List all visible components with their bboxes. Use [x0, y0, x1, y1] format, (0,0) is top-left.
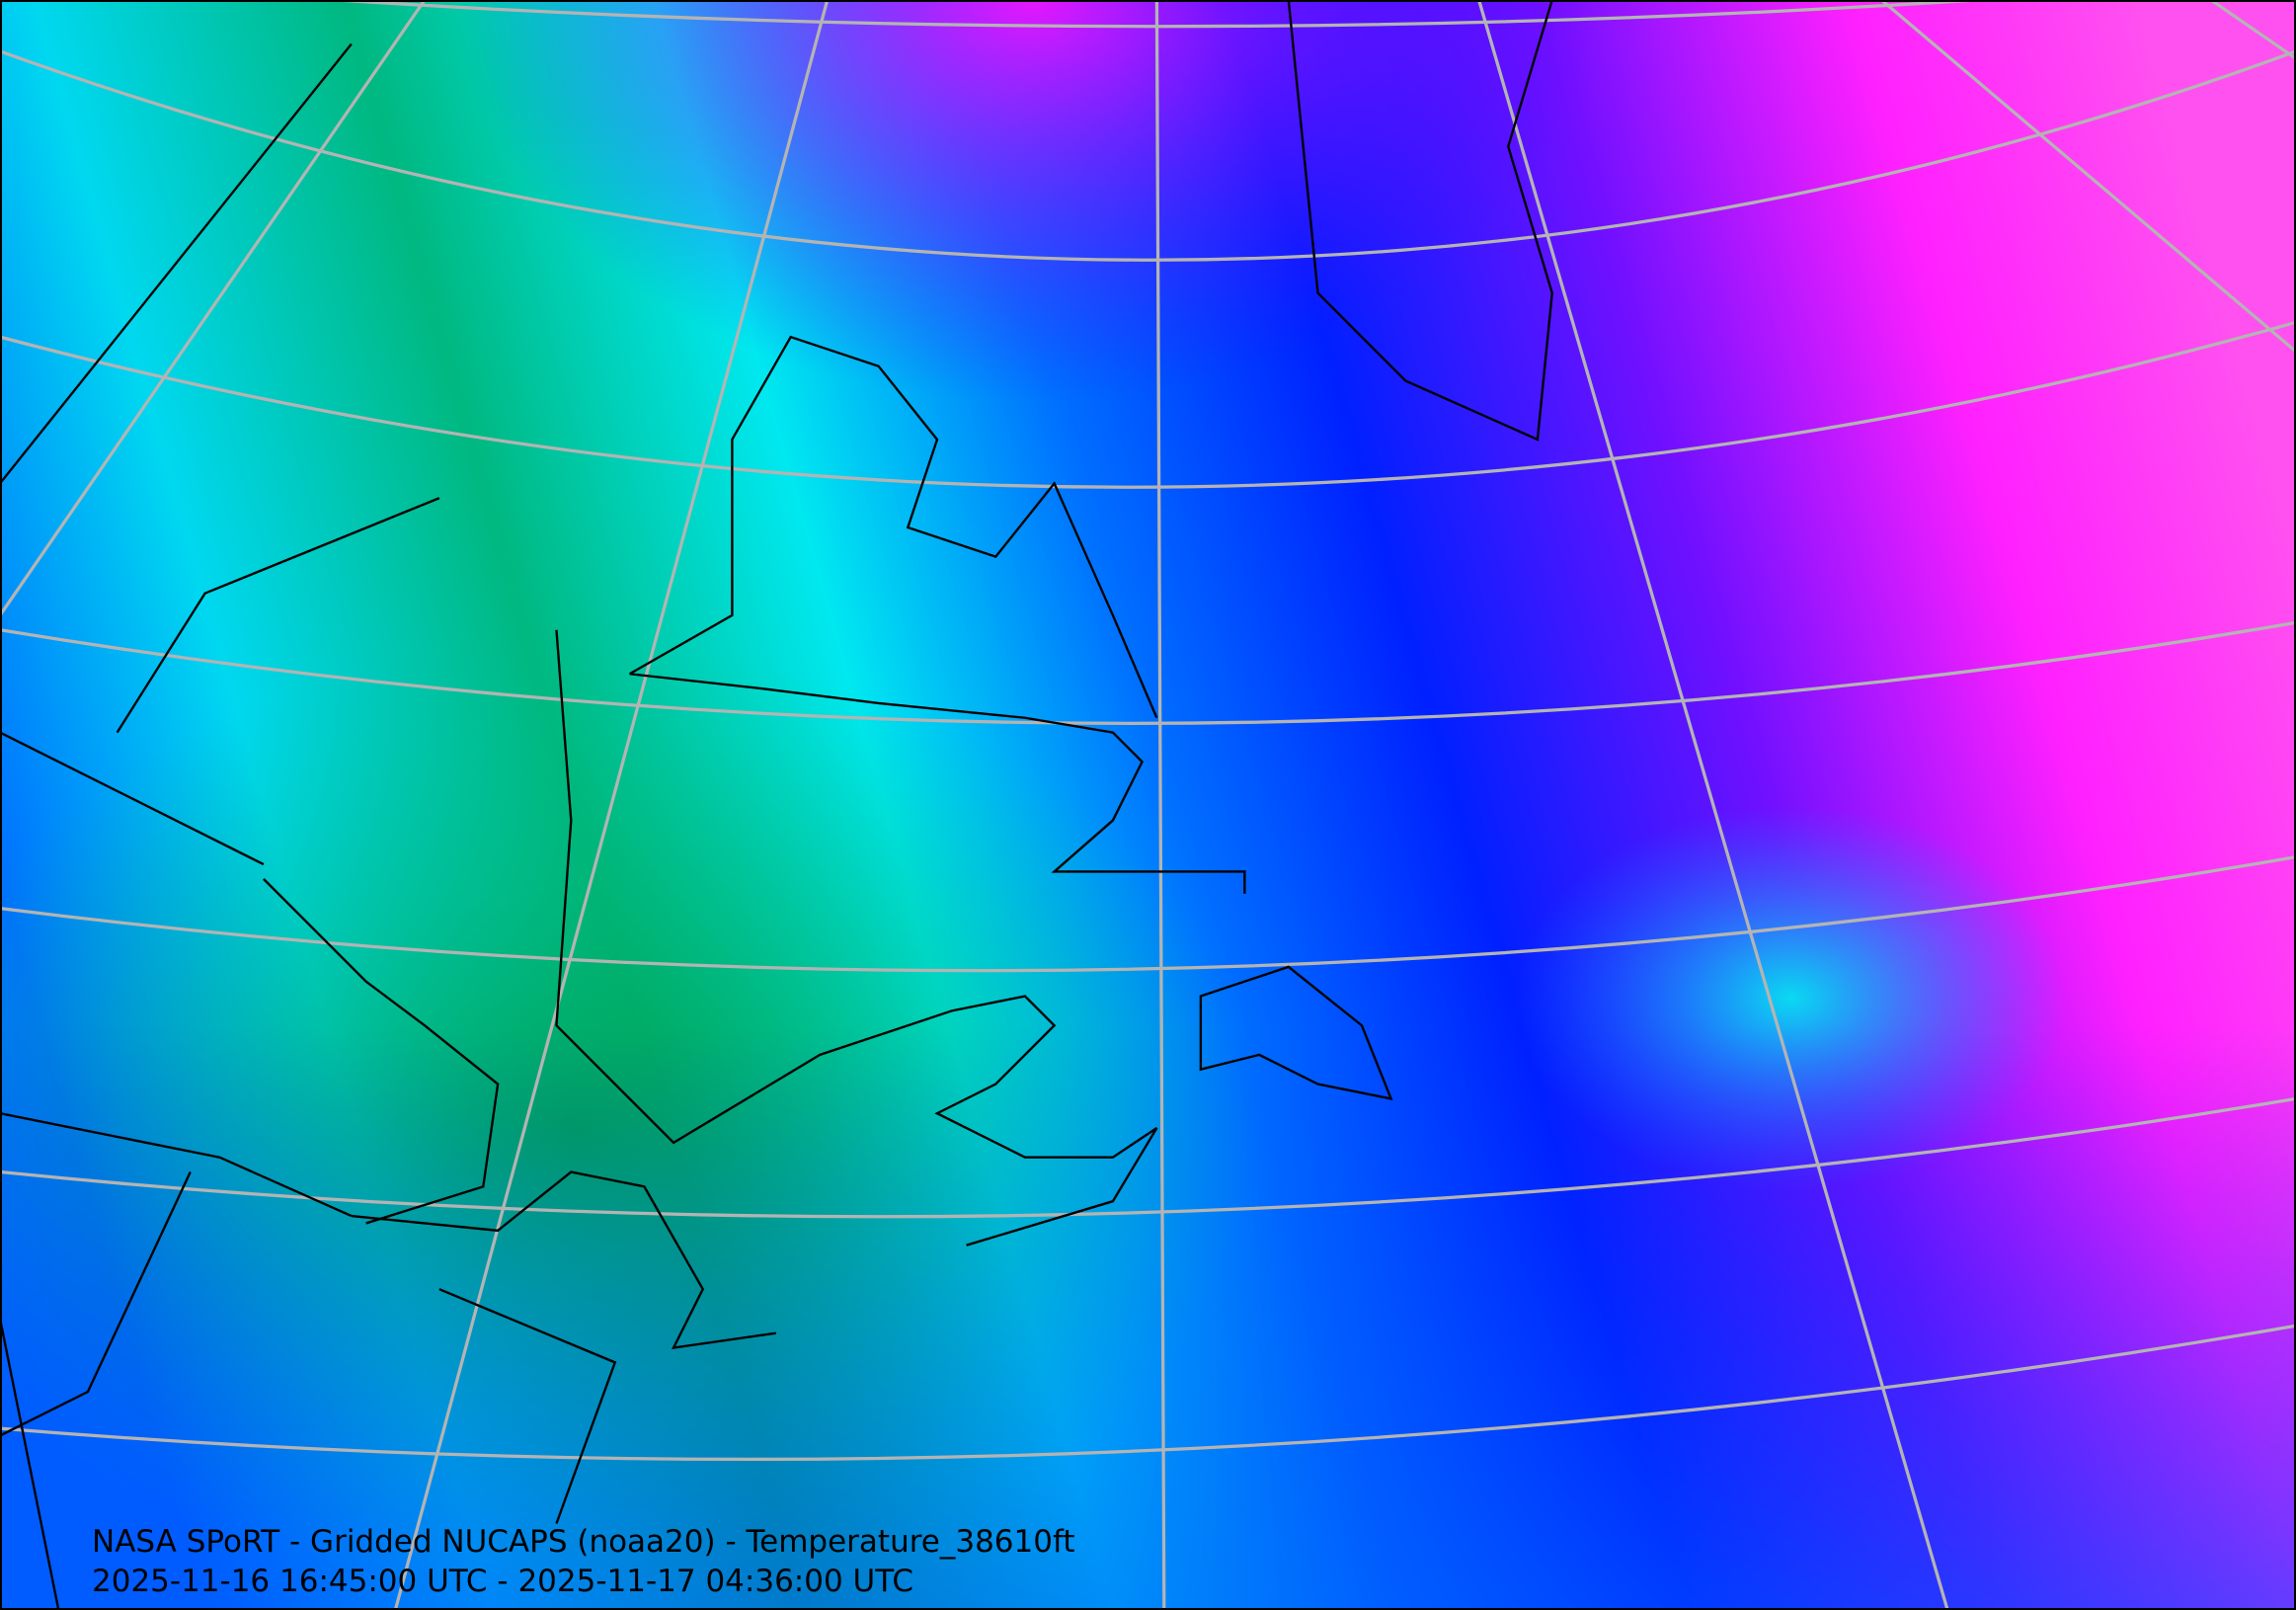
map-time-range: 2025-11-16 16:45:00 UTC - 2025-11-17 04:…	[92, 1564, 913, 1599]
map-caption: NASA SPoRT - Gridded NUCAPS (noaa20) - T…	[92, 1522, 1075, 1601]
latitude-gridlines	[0, 0, 2296, 1462]
map-title: NASA SPoRT - Gridded NUCAPS (noaa20) - T…	[92, 1524, 1075, 1560]
coastlines	[0, 0, 1553, 1610]
lower-blue-region	[0, 1025, 2296, 1610]
